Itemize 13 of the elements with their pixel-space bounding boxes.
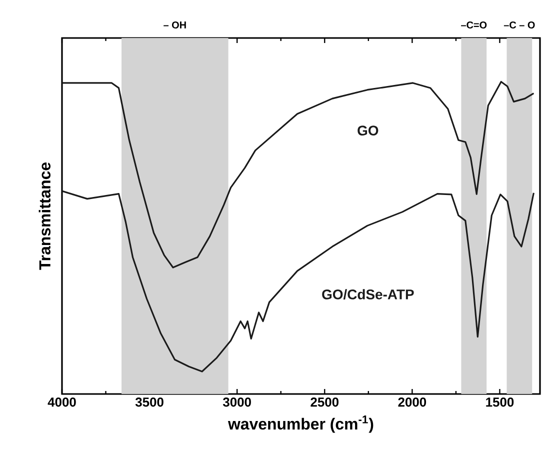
y-axis-title: Transmittance: [38, 162, 51, 270]
x-tick-label: 2500: [310, 398, 338, 407]
x-tick-label: 3500: [135, 398, 164, 407]
x-axis-title: wavenumber (cm$^{-1}$): [228, 416, 374, 433]
band-label: –C=O: [461, 21, 487, 28]
text: GO/CdSe-ATP: [322, 289, 414, 300]
x-tick-label: 1500: [486, 398, 514, 407]
x-tick-label: 2000: [398, 398, 426, 407]
text: GO: [358, 126, 378, 136]
band-label: – OH: [164, 21, 186, 28]
x-tick-label: 4000: [48, 398, 76, 407]
x-tick-label: 3000: [222, 398, 251, 407]
band-label: –C – O: [504, 21, 535, 28]
